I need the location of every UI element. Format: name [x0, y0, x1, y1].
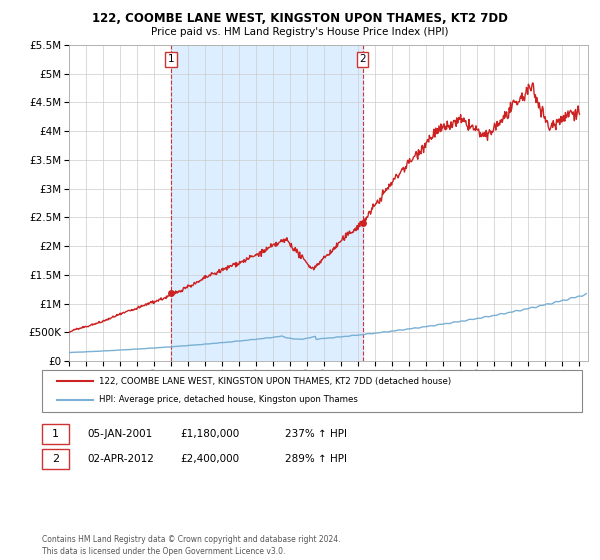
Text: 1: 1: [168, 54, 175, 64]
Text: 289% ↑ HPI: 289% ↑ HPI: [285, 454, 347, 464]
Text: Price paid vs. HM Land Registry's House Price Index (HPI): Price paid vs. HM Land Registry's House …: [151, 27, 449, 37]
Text: 122, COOMBE LANE WEST, KINGSTON UPON THAMES, KT2 7DD (detached house): 122, COOMBE LANE WEST, KINGSTON UPON THA…: [99, 377, 451, 386]
Text: £1,180,000: £1,180,000: [180, 429, 239, 439]
Text: 05-JAN-2001: 05-JAN-2001: [87, 429, 152, 439]
Text: 02-APR-2012: 02-APR-2012: [87, 454, 154, 464]
Text: Contains HM Land Registry data © Crown copyright and database right 2024.
This d: Contains HM Land Registry data © Crown c…: [42, 535, 341, 556]
Text: 2: 2: [359, 54, 366, 64]
Text: £2,400,000: £2,400,000: [180, 454, 239, 464]
Text: 122, COOMBE LANE WEST, KINGSTON UPON THAMES, KT2 7DD: 122, COOMBE LANE WEST, KINGSTON UPON THA…: [92, 12, 508, 25]
Bar: [171, 45, 362, 361]
Text: 1: 1: [52, 429, 59, 439]
Text: HPI: Average price, detached house, Kingston upon Thames: HPI: Average price, detached house, King…: [99, 395, 358, 404]
Text: 2: 2: [52, 454, 59, 464]
Text: 237% ↑ HPI: 237% ↑ HPI: [285, 429, 347, 439]
